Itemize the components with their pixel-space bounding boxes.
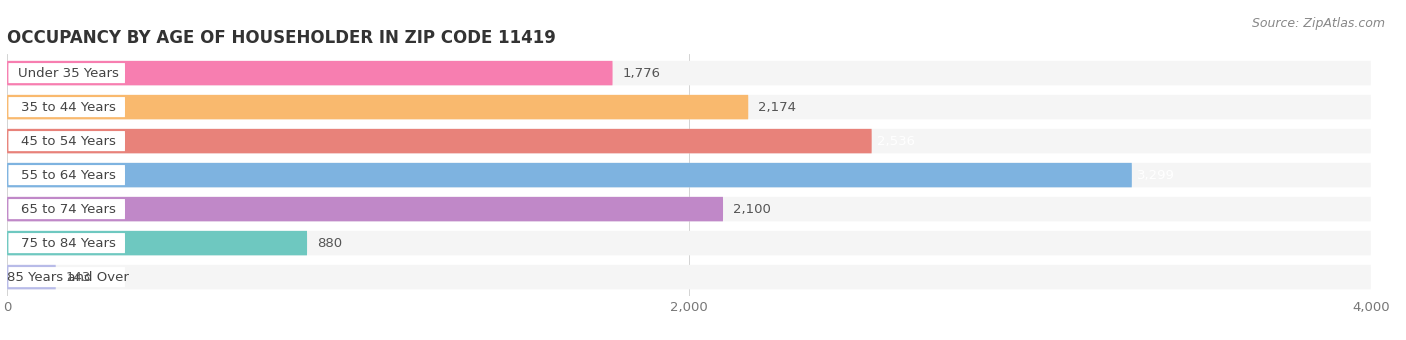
Text: 2,174: 2,174 bbox=[758, 101, 796, 114]
Text: 1,776: 1,776 bbox=[623, 67, 661, 80]
FancyBboxPatch shape bbox=[7, 265, 56, 289]
FancyBboxPatch shape bbox=[8, 267, 125, 287]
FancyBboxPatch shape bbox=[7, 95, 748, 119]
Text: 85 Years and Over: 85 Years and Over bbox=[7, 271, 129, 284]
FancyBboxPatch shape bbox=[7, 197, 1371, 221]
Text: Source: ZipAtlas.com: Source: ZipAtlas.com bbox=[1251, 17, 1385, 30]
FancyBboxPatch shape bbox=[7, 231, 1371, 255]
FancyBboxPatch shape bbox=[7, 163, 1371, 187]
FancyBboxPatch shape bbox=[7, 61, 613, 85]
FancyBboxPatch shape bbox=[7, 197, 723, 221]
Text: 880: 880 bbox=[318, 237, 343, 250]
Text: 2,100: 2,100 bbox=[734, 203, 770, 216]
Text: Under 35 Years: Under 35 Years bbox=[18, 67, 118, 80]
FancyBboxPatch shape bbox=[7, 163, 1132, 187]
FancyBboxPatch shape bbox=[7, 265, 1371, 289]
Text: OCCUPANCY BY AGE OF HOUSEHOLDER IN ZIP CODE 11419: OCCUPANCY BY AGE OF HOUSEHOLDER IN ZIP C… bbox=[7, 29, 555, 47]
FancyBboxPatch shape bbox=[8, 131, 125, 151]
FancyBboxPatch shape bbox=[7, 61, 1371, 85]
FancyBboxPatch shape bbox=[7, 129, 872, 153]
Text: 75 to 84 Years: 75 to 84 Years bbox=[21, 237, 115, 250]
FancyBboxPatch shape bbox=[8, 63, 125, 83]
Text: 55 to 64 Years: 55 to 64 Years bbox=[21, 169, 115, 182]
FancyBboxPatch shape bbox=[8, 199, 125, 219]
FancyBboxPatch shape bbox=[7, 129, 1371, 153]
Text: 3,299: 3,299 bbox=[1137, 169, 1175, 182]
Text: 2,536: 2,536 bbox=[877, 135, 915, 148]
FancyBboxPatch shape bbox=[8, 165, 125, 185]
Text: 143: 143 bbox=[66, 271, 91, 284]
Text: 65 to 74 Years: 65 to 74 Years bbox=[21, 203, 115, 216]
Text: 45 to 54 Years: 45 to 54 Years bbox=[21, 135, 115, 148]
FancyBboxPatch shape bbox=[7, 95, 1371, 119]
FancyBboxPatch shape bbox=[7, 231, 307, 255]
FancyBboxPatch shape bbox=[8, 97, 125, 117]
FancyBboxPatch shape bbox=[8, 233, 125, 253]
Text: 35 to 44 Years: 35 to 44 Years bbox=[21, 101, 115, 114]
